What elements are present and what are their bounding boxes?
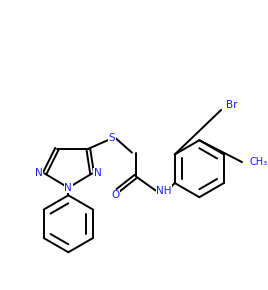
- Text: NH: NH: [157, 186, 172, 195]
- Text: S: S: [109, 133, 115, 143]
- Text: CH₃: CH₃: [250, 157, 268, 167]
- Text: N: N: [65, 183, 72, 193]
- Text: Br: Br: [226, 100, 237, 110]
- Text: N: N: [35, 168, 43, 178]
- Text: N: N: [94, 168, 102, 178]
- Text: O: O: [112, 190, 120, 200]
